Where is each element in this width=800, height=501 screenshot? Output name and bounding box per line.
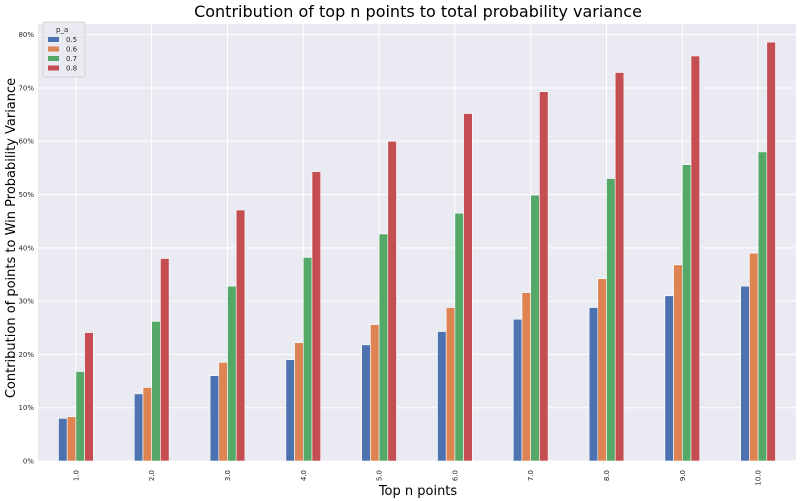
y-tick-label: 40% <box>18 244 34 252</box>
bars <box>58 41 776 462</box>
y-tick-label: 60% <box>18 138 34 146</box>
legend-box <box>42 21 86 78</box>
legend-label: 0.8 <box>66 65 77 73</box>
bar <box>378 233 389 462</box>
x-axis-label: Top n points <box>378 484 458 499</box>
legend-title: p_a <box>56 26 68 34</box>
bar <box>387 140 397 462</box>
bar <box>160 258 170 462</box>
x-tick-label: 4.0 <box>300 470 308 481</box>
bar <box>235 209 246 462</box>
bar <box>690 55 700 462</box>
legend-swatch <box>48 37 59 42</box>
bar <box>588 307 599 462</box>
bar <box>673 264 683 462</box>
bar <box>142 387 152 462</box>
bar <box>521 292 531 462</box>
legend-label: 0.5 <box>66 36 77 44</box>
x-tick-label: 7.0 <box>527 470 535 481</box>
bar <box>740 285 750 462</box>
bar <box>664 295 674 462</box>
bar <box>311 171 321 462</box>
x-ticks: 1.0 2.0 3.0 4.0 5.0 6.0 7.0 8.0 9.0 10.0 <box>72 470 762 486</box>
y-tick-label: 80% <box>18 31 34 39</box>
bar <box>530 194 540 462</box>
x-tick-label: 3.0 <box>224 470 232 481</box>
bar <box>437 331 447 462</box>
bar <box>218 362 228 462</box>
legend-swatch <box>48 56 59 61</box>
legend-swatch <box>48 65 59 71</box>
y-axis-label: Contribution of points to Win Probabilit… <box>4 78 19 398</box>
bar <box>294 342 304 462</box>
bar <box>361 344 371 462</box>
bar <box>539 91 549 462</box>
y-tick-label: 20% <box>18 351 34 359</box>
y-tick-label: 70% <box>18 84 34 92</box>
y-ticks: 0% 10% 20% 30% 40% 50% 60% 70% 80% <box>18 31 34 465</box>
y-tick-label: 10% <box>18 404 34 412</box>
bar <box>757 151 768 462</box>
bar <box>512 318 523 462</box>
bar <box>75 371 85 462</box>
bar <box>84 332 94 462</box>
x-tick-label: 5.0 <box>376 470 384 481</box>
bar <box>681 164 692 462</box>
legend: p_a 0.5 0.60.7 0.8 <box>42 21 86 78</box>
bar <box>749 252 759 462</box>
bar <box>445 307 456 462</box>
bar <box>597 278 607 462</box>
legend-swatch <box>48 46 59 52</box>
x-tick-label: 1.0 <box>72 470 80 481</box>
y-tick-label: 50% <box>18 191 34 199</box>
bar <box>302 257 313 462</box>
bar <box>151 321 161 462</box>
x-tick-label: 10.0 <box>755 470 763 486</box>
bar <box>58 418 68 462</box>
bar <box>209 375 220 462</box>
x-tick-label: 8.0 <box>603 470 611 481</box>
bar <box>370 324 380 462</box>
bar <box>66 416 77 462</box>
bar <box>606 178 616 462</box>
bar <box>463 113 473 462</box>
bar <box>614 72 625 462</box>
bar <box>134 393 144 462</box>
x-tick-label: 6.0 <box>451 470 459 481</box>
x-tick-label: 2.0 <box>148 470 156 481</box>
bar <box>227 285 237 462</box>
bar <box>285 359 295 462</box>
bar <box>454 212 464 462</box>
bar <box>766 41 776 462</box>
chart-title: Contribution of top n points to total pr… <box>194 2 642 21</box>
x-tick-label: 9.0 <box>679 470 687 481</box>
legend-label: 0.6 <box>66 46 78 54</box>
y-tick-label: 0% <box>23 458 34 466</box>
y-tick-label: 30% <box>18 298 34 306</box>
legend-label: 0.7 <box>66 55 77 63</box>
